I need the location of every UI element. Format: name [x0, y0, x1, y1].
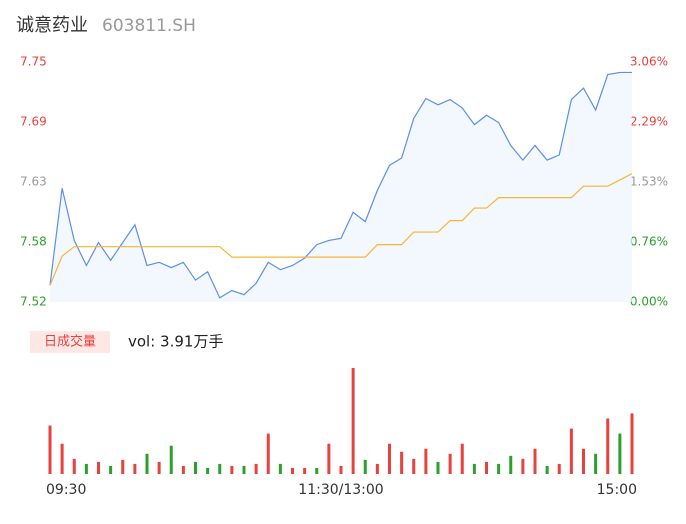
- y-tick-label: 7.52: [20, 295, 47, 309]
- volume-bar: [363, 459, 367, 474]
- volume-total: vol: 3.91万手: [128, 333, 223, 351]
- volume-bar: [533, 448, 537, 474]
- volume-label: 日成交量: [44, 334, 96, 350]
- average-line: [49, 173, 633, 286]
- volume-bar: [169, 445, 173, 474]
- y-tick-label: 7.69: [20, 115, 47, 129]
- volume-bar: [594, 453, 598, 474]
- volume-bar: [472, 463, 476, 474]
- volume-bar: [569, 428, 573, 474]
- volume-bar: [545, 465, 549, 474]
- stock-code: 603811.SH: [102, 16, 196, 36]
- y-tick-label: 7.75: [20, 55, 47, 69]
- volume-bar: [557, 463, 561, 474]
- volume-bar: [618, 433, 622, 474]
- volume-bar: [278, 463, 282, 474]
- volume-bar: [582, 448, 585, 474]
- volume-bar: [388, 443, 391, 474]
- volume-bar: [606, 418, 610, 474]
- volume-bar: [436, 461, 440, 474]
- volume-bar: [48, 425, 52, 474]
- volume-bar: [291, 467, 294, 474]
- y-tick-label: 7.63: [20, 175, 47, 189]
- volume-bar: [181, 465, 185, 474]
- volume-bar: [254, 463, 258, 474]
- volume-bar: [424, 448, 428, 474]
- price-line: [49, 71, 632, 299]
- volume-bar: [60, 443, 64, 474]
- volume-bar: [145, 453, 149, 474]
- x-tick-label: 11:30/13:00: [298, 482, 383, 498]
- y-tick-label: 7.58: [20, 235, 47, 249]
- volume-bar: [509, 455, 513, 474]
- volume-bar: [157, 461, 161, 474]
- volume-bar: [242, 465, 246, 474]
- volume-bar: [448, 453, 452, 474]
- y2-tick-label: 2.29%: [630, 115, 668, 129]
- volume-bar: [109, 465, 113, 474]
- volume-bar: [521, 458, 525, 474]
- x-tick-label: 15:00: [597, 482, 637, 498]
- volume-bar: [351, 368, 355, 474]
- volume-bar: [630, 413, 634, 474]
- volume-bar: [375, 463, 379, 474]
- y2-tick-label: 0.00%: [630, 295, 668, 309]
- volume-bar: [133, 463, 137, 474]
- y2-tick-label: 0.76%: [630, 235, 668, 249]
- volume-bar: [303, 467, 307, 474]
- stock-name: 诚意药业: [16, 15, 88, 36]
- price-area: [50, 72, 632, 302]
- volume-bar: [327, 443, 331, 474]
- volume-bar: [460, 443, 464, 474]
- volume-bar: [230, 465, 234, 474]
- volume-bar: [97, 461, 100, 474]
- volume-bar: [400, 451, 404, 474]
- volume-bar: [497, 463, 501, 474]
- volume-bar: [339, 465, 343, 474]
- volume-bar: [266, 433, 270, 474]
- volume-bar: [412, 458, 416, 474]
- volume-bar: [72, 458, 76, 474]
- volume-bar: [84, 463, 88, 474]
- volume-bar: [485, 461, 488, 474]
- volume-bar: [218, 463, 222, 474]
- volume-bar: [206, 467, 210, 474]
- volume-bar: [194, 461, 197, 474]
- volume-bar: [121, 459, 125, 474]
- y2-tick-label: 3.06%: [630, 55, 668, 69]
- volume-badge: [30, 331, 110, 353]
- x-tick-label: 09:30: [46, 482, 86, 498]
- y2-tick-label: 1.53%: [630, 175, 668, 189]
- volume-bar: [315, 467, 319, 474]
